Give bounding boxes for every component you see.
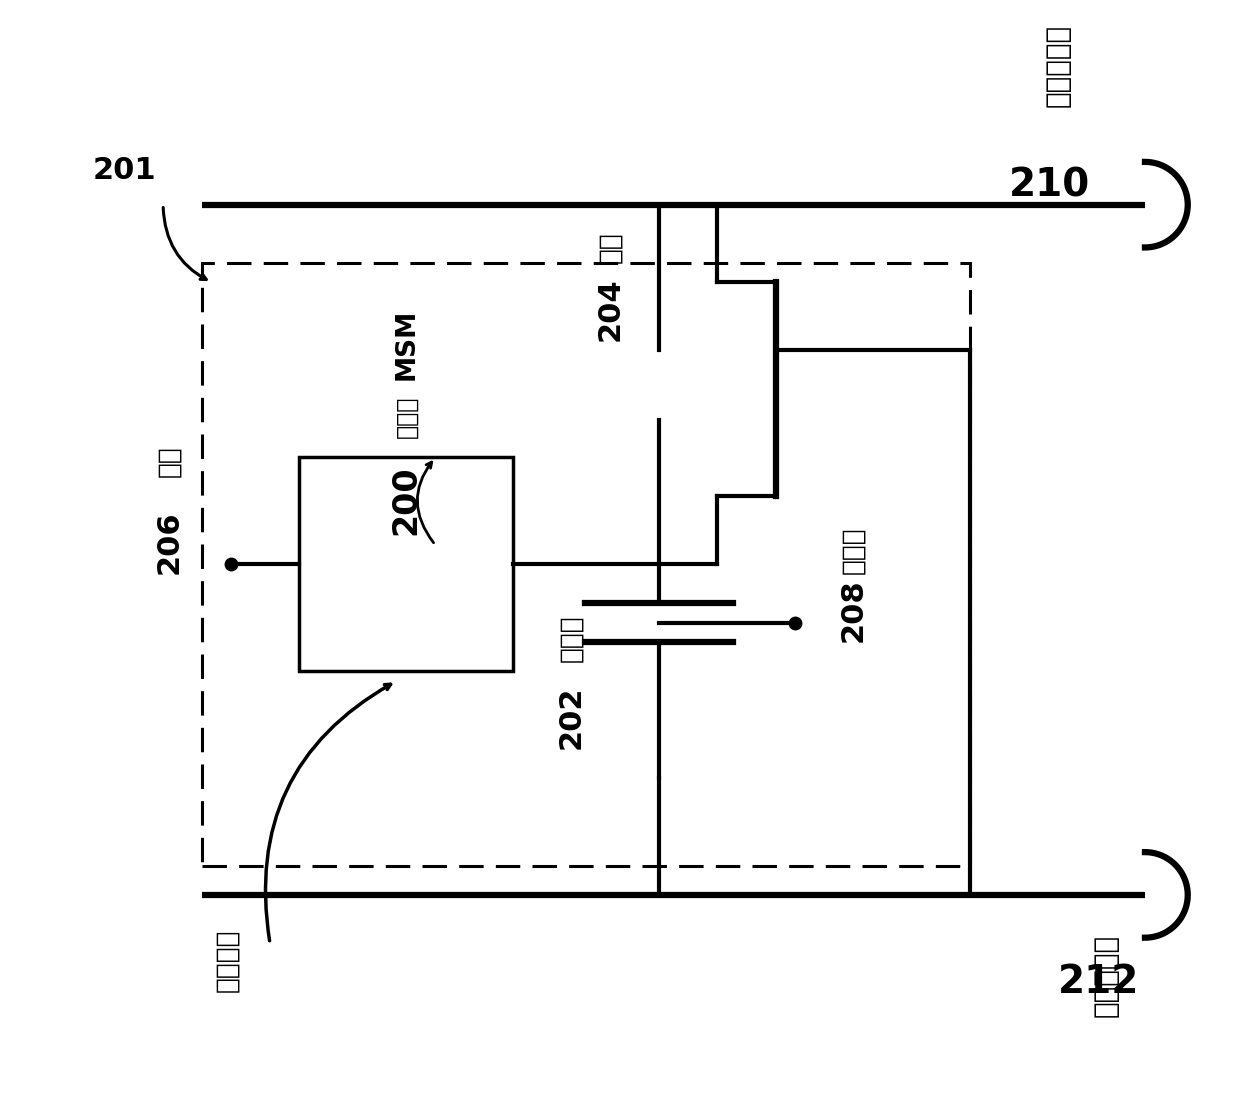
Text: 206: 206 (155, 511, 184, 574)
Text: 入射光子: 入射光子 (215, 929, 241, 992)
Bar (202, 263, 970, 866)
Text: 像素数据线: 像素数据线 (1044, 24, 1071, 107)
Text: 208: 208 (838, 578, 868, 643)
Text: 像素栅极线: 像素栅极线 (1092, 935, 1120, 1018)
Text: 200: 200 (389, 466, 423, 535)
Text: 接地端: 接地端 (841, 526, 867, 574)
Text: 212: 212 (1058, 963, 1138, 1001)
Text: 204: 204 (595, 278, 625, 341)
Bar (299, 458, 513, 671)
Text: MSM: MSM (393, 309, 419, 379)
Text: 探测器: 探测器 (394, 396, 418, 438)
Text: 电容器: 电容器 (558, 614, 584, 661)
Text: 202: 202 (557, 686, 585, 749)
Text: 201: 201 (93, 156, 156, 185)
Text: 开关: 开关 (598, 231, 624, 263)
Text: 210: 210 (1009, 166, 1090, 205)
Text: 偏置: 偏置 (156, 445, 182, 477)
